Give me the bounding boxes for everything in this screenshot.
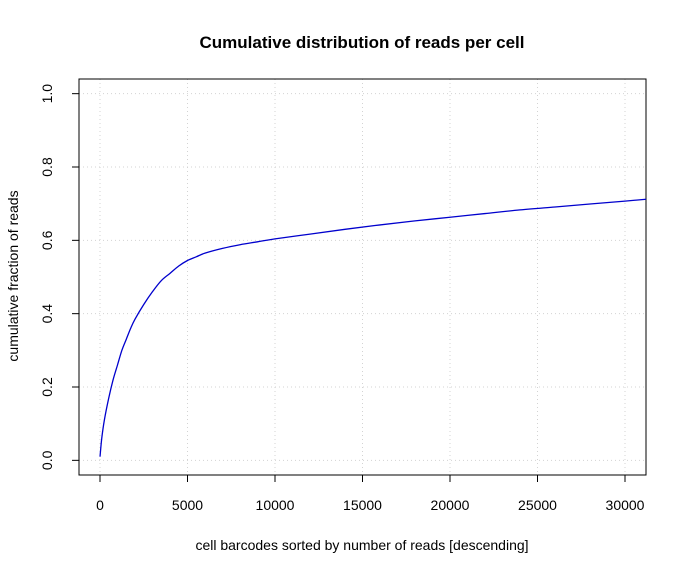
y-axis: 0.0 0.2 0.4 0.6 0.8 1.0: [39, 84, 80, 470]
y-tick-label-1: 0.2: [39, 377, 55, 397]
series-layer: [99, 198, 647, 457]
x-tick-label-3: 15000: [343, 497, 382, 513]
x-tick-label-6: 30000: [606, 497, 645, 513]
y-tick-label-5: 1.0: [39, 84, 55, 104]
chart-title: Cumulative distribution of reads per cel…: [200, 33, 525, 52]
x-tick-label-2: 10000: [256, 497, 295, 513]
y-axis-label: cumulative fraction of reads: [5, 190, 21, 361]
series-line-0: [99, 198, 647, 457]
y-tick-label-4: 0.8: [39, 157, 55, 177]
x-tick-label-5: 25000: [518, 497, 557, 513]
x-tick-label-4: 20000: [431, 497, 470, 513]
x-axis-label: cell barcodes sorted by number of reads …: [195, 537, 528, 553]
y-tick-label-0: 0.0: [39, 450, 55, 470]
y-tick-label-2: 0.4: [39, 304, 55, 324]
x-tick-label-1: 5000: [172, 497, 203, 513]
x-axis: 0 5000 10000 15000 20000 25000 30000: [96, 474, 645, 513]
y-tick-label-3: 0.6: [39, 230, 55, 250]
x-tick-label-0: 0: [96, 497, 104, 513]
grid-layer: [79, 79, 646, 475]
